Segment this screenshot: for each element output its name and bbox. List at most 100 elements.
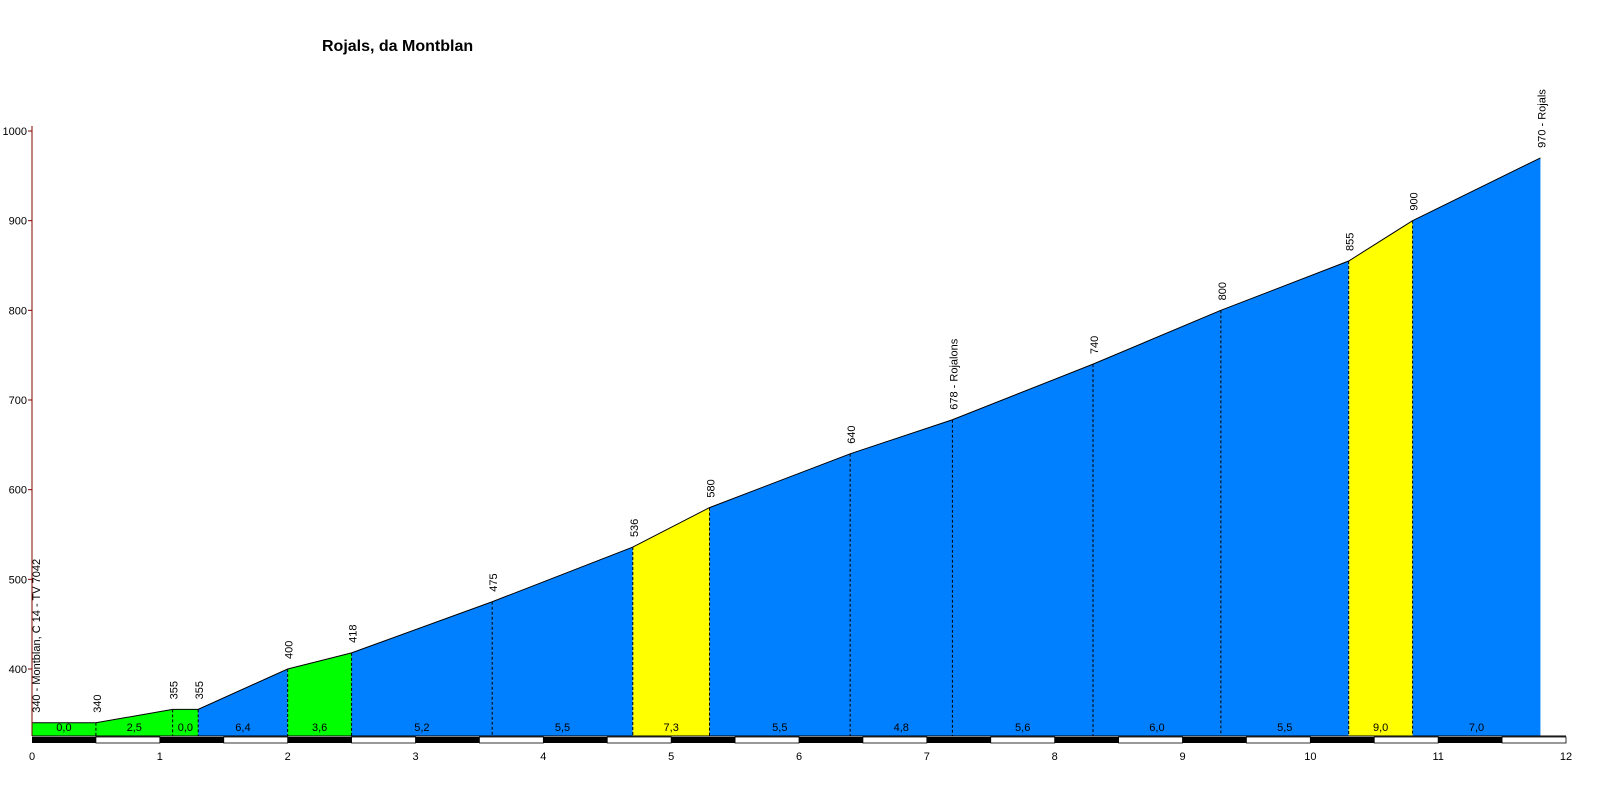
gradient-label: 6,4 [235, 722, 250, 734]
point-label: 678 - Rojalons [948, 338, 960, 409]
point-label: 855 [1345, 233, 1357, 251]
gradient-label: 2,5 [127, 722, 142, 734]
x-tick-label: 5 [668, 751, 674, 763]
segment-areas [32, 157, 1541, 736]
km-bar-block [799, 737, 863, 743]
gradient-label: 3,6 [312, 722, 327, 734]
km-bar-block [1310, 737, 1375, 743]
km-bar-block [1438, 737, 1503, 743]
segment-area [172, 709, 199, 736]
x-tick-label: 10 [1304, 751, 1316, 763]
axes [28, 126, 1566, 737]
gradient-label: 5,5 [772, 722, 787, 734]
segment-dividers [95, 220, 1414, 736]
y-tick-label: 1000 [3, 126, 27, 138]
point-label: 640 [846, 425, 858, 443]
km-bar-block [990, 736, 1056, 744]
gradient-label: 4,8 [894, 722, 909, 734]
y-tick-label: 500 [9, 574, 27, 586]
km-bar-block [734, 736, 800, 744]
point-label: 900 [1409, 192, 1421, 210]
point-label: 475 [488, 573, 500, 591]
x-tick-label: 0 [29, 751, 35, 763]
y-tick-label: 600 [9, 485, 27, 497]
gradient-label: 6,0 [1149, 722, 1164, 734]
km-bar-block [543, 737, 608, 743]
segment-area [952, 364, 1094, 736]
point-label: 355 [169, 681, 181, 699]
y-tick-label: 900 [9, 216, 27, 228]
y-tick-label: 700 [9, 395, 27, 407]
km-bar-block [1118, 736, 1183, 744]
km-bar-block [223, 736, 289, 744]
gradient-label: 0,0 [178, 722, 193, 734]
km-bar-block [479, 736, 544, 744]
km-bar-block [1182, 737, 1247, 743]
y-tick-label: 400 [9, 664, 27, 676]
x-tick-label: 3 [412, 751, 418, 763]
point-label: 418 [348, 625, 360, 643]
x-tick-label: 4 [540, 751, 546, 763]
gradient-label: 5,5 [1277, 722, 1292, 734]
x-tick-label: 6 [796, 751, 802, 763]
km-bar-block [1246, 736, 1311, 744]
point-label: 355 [194, 681, 206, 699]
km-bar [32, 736, 1567, 744]
segment-area [1412, 157, 1541, 736]
km-bar-block [32, 737, 96, 743]
km-bar-block [1373, 736, 1439, 744]
km-bar-block [95, 736, 161, 744]
point-label: 740 [1089, 336, 1101, 354]
segment-area [1093, 310, 1221, 736]
gradient-label: 5,6 [1015, 722, 1030, 734]
gradient-label: 0,0 [56, 722, 71, 734]
x-tick-label: 7 [924, 751, 930, 763]
point-label: 970 - Rojals [1536, 89, 1548, 148]
x-tick-label: 1 [157, 751, 163, 763]
km-bar-block [1501, 736, 1567, 744]
segment-area [287, 652, 352, 736]
profile-outline [32, 157, 1541, 724]
segment-area [1348, 220, 1413, 736]
segment-area [32, 722, 96, 736]
point-label: 800 [1217, 282, 1229, 300]
x-tick-label: 9 [1179, 751, 1185, 763]
km-bar-block [926, 737, 991, 743]
x-tick-label: 2 [285, 751, 291, 763]
segment-area [1220, 261, 1349, 736]
segment-area [709, 453, 851, 736]
x-tick-label: 8 [1052, 751, 1058, 763]
segment-area [492, 547, 633, 736]
profile-line [32, 157, 1541, 724]
km-bar-block [671, 737, 736, 743]
segment-area [198, 669, 288, 736]
point-label: 340 - Montblan, C 14 - TV 7042 [31, 559, 43, 713]
km-bar-block [159, 737, 224, 743]
gradient-labels: 0,0 2,5 0,0 6,4 3,6 5,2 5,5 7,3 5,5 4,8 5,6 6,0 5,5 9… [56, 722, 1484, 734]
x-tick-label: 12 [1560, 751, 1572, 763]
segment-area [351, 601, 493, 736]
gradient-label: 5,2 [414, 722, 429, 734]
km-bar-block [287, 737, 352, 743]
segment-area [95, 709, 173, 736]
gradient-label: 9,0 [1373, 722, 1388, 734]
segment-area [632, 507, 710, 736]
x-tick-label: 11 [1432, 751, 1443, 763]
y-tick-label: 800 [9, 305, 27, 317]
gradient-label: 5,5 [555, 722, 570, 734]
km-bar-block [351, 736, 416, 744]
point-label: 340 [92, 694, 104, 712]
point-label: 580 [706, 479, 718, 497]
gradient-label: 7,3 [664, 722, 679, 734]
segment-area [850, 419, 953, 736]
chart-title: Rojals, da Montblan [322, 38, 474, 55]
km-bar-block [415, 737, 480, 743]
point-label: 536 [629, 519, 641, 537]
gradient-label: 7,0 [1469, 722, 1484, 734]
km-bar-block [1054, 737, 1119, 743]
point-labels: 340 - Montblan, C 14 - TV 7042 340 355 355 4… [31, 89, 1548, 713]
km-bar-block [606, 736, 672, 744]
point-label: 400 [284, 641, 296, 659]
